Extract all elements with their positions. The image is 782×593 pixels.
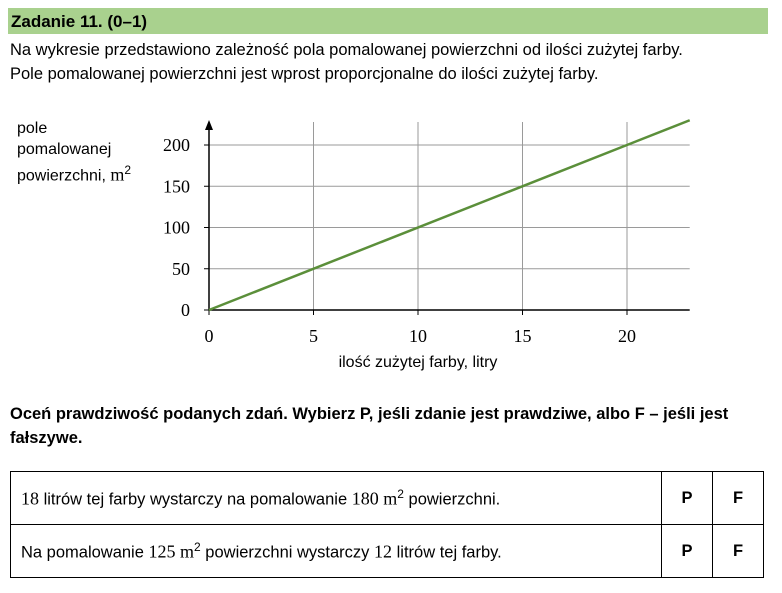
x-tick-label: 10 xyxy=(409,326,427,346)
statement-1-area: 180 m xyxy=(351,488,398,509)
y-axis-label-line-1: pole xyxy=(17,120,48,137)
x-tick-label: 0 xyxy=(205,326,214,346)
table-row: 18 litrów tej farby wystarczy na pomalow… xyxy=(10,471,764,525)
statement-2-area: 125 m xyxy=(148,541,195,562)
task-header: Zadanie 11. (0–1) xyxy=(8,8,768,34)
statement-2-option-f[interactable]: F xyxy=(712,524,764,578)
y-tick-label: 100 xyxy=(163,218,190,238)
statement-2-number: 12 xyxy=(374,541,393,562)
y-axis-label: pole pomalowanej powierzchni, m2 xyxy=(17,118,131,186)
statement-2-option-p[interactable]: P xyxy=(661,524,713,578)
series-line xyxy=(208,119,691,312)
x-tick-label: 5 xyxy=(309,326,318,346)
y-tick-label: 0 xyxy=(181,300,190,320)
statement-1: 18 litrów tej farby wystarczy na pomalow… xyxy=(10,471,662,525)
x-tick-label: 15 xyxy=(514,326,532,346)
y-axis-label-line-2: pomalowanej xyxy=(17,141,112,158)
table-row: Na pomalowanie 125 m2 powierzchni wystar… xyxy=(10,524,764,578)
task-title: Zadanie 11. (0–1) xyxy=(11,12,148,31)
y-tick-label: 150 xyxy=(163,176,190,196)
statement-1-exponent: 2 xyxy=(397,486,404,501)
statement-1-text-b: powierzchni. xyxy=(408,490,501,509)
y-axis-label-line-3: powierzchni, xyxy=(17,167,106,185)
statement-1-text-a: litrów tej farby wystarczy na pomalowani… xyxy=(43,490,348,509)
statement-2-text-c: litrów tej farby. xyxy=(396,543,502,562)
statement-2-text-b: powierzchni wystarczy xyxy=(205,543,370,562)
statements-table: 18 litrów tej farby wystarczy na pomalow… xyxy=(10,471,764,578)
statement-1-option-f[interactable]: F xyxy=(712,471,764,525)
statement-1-option-p[interactable]: P xyxy=(661,471,713,525)
y-axis-unit-exponent: 2 xyxy=(124,163,132,177)
intro-line-2: Pole pomalowanej powierzchni jest wprost… xyxy=(10,65,599,83)
instruction: Oceń prawdziwość podanych zdań. Wybierz … xyxy=(10,405,729,447)
y-axis-unit: m xyxy=(110,164,125,185)
statement-2: Na pomalowanie 125 m2 powierzchni wystar… xyxy=(10,524,662,578)
x-axis-label: ilość zużytej farby, litry xyxy=(339,354,498,371)
x-tick-label: 20 xyxy=(618,326,636,346)
statement-1-number: 18 xyxy=(21,488,39,509)
y-axis-arrow-icon xyxy=(205,120,213,130)
statement-2-exponent: 2 xyxy=(194,539,201,554)
y-tick-label: 50 xyxy=(172,259,190,279)
intro-line-1: Na wykresie przedstawiono zależność pola… xyxy=(10,41,683,59)
y-tick-label: 200 xyxy=(163,135,190,155)
statement-2-text-a: Na pomalowanie xyxy=(21,543,144,562)
